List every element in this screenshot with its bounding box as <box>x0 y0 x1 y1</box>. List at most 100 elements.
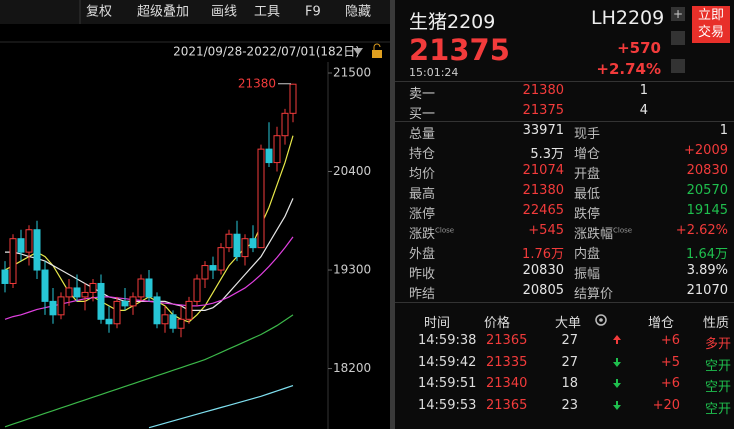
toolbar-button[interactable]: 隐藏 <box>345 5 371 20</box>
stat-label: 结算价 <box>574 287 614 302</box>
stat-value: 1 <box>719 123 728 138</box>
edit-button[interactable] <box>671 59 685 73</box>
settings-icon[interactable] <box>594 313 608 327</box>
direction-arrow <box>613 400 621 410</box>
direction-arrow <box>613 400 621 410</box>
stat-label: 开盘 <box>574 167 601 182</box>
separator <box>395 302 734 303</box>
candle-body <box>33 229 41 271</box>
stat-label: 持仓 <box>409 147 436 162</box>
stat-value: 33971 <box>522 123 564 138</box>
divider <box>390 0 395 429</box>
separator <box>395 121 734 122</box>
settings-icon <box>599 318 603 322</box>
direction-arrow <box>613 379 621 388</box>
toolbar-button[interactable]: 复权 <box>86 4 112 20</box>
candle-body <box>25 229 33 253</box>
orderbook-price: 21380 <box>522 83 564 98</box>
lock-icon[interactable] <box>372 50 382 58</box>
candle-body <box>209 265 217 271</box>
stat-value: 21074 <box>522 163 564 178</box>
direction-arrow <box>613 357 621 367</box>
trades-header: 价格 <box>484 316 511 331</box>
toolbar-button[interactable]: 工具 <box>254 5 280 20</box>
trade-price: 21340 <box>486 376 528 391</box>
trade-change: +6 <box>660 333 680 348</box>
toolbar-button[interactable]: 超级叠加 <box>137 5 189 20</box>
add-button[interactable]: + <box>671 7 685 21</box>
stat-label-sup: Close <box>613 226 633 235</box>
y-tick-label: 20400 <box>333 164 371 178</box>
trade-time: 14:59:53 <box>418 397 477 413</box>
plot-area <box>1 83 297 429</box>
orderbook-price: 21375 <box>522 103 564 118</box>
candle-body <box>249 238 257 249</box>
orderbook-label: 买一 <box>409 107 436 122</box>
y-tick-label: 21500 <box>333 66 371 80</box>
candle-body <box>65 287 73 298</box>
candle-body <box>137 278 145 298</box>
toolbar-button[interactable]: 画线 <box>211 5 237 20</box>
stat-value: 22465 <box>522 203 564 218</box>
candle-body <box>49 300 57 316</box>
candle-body <box>121 300 129 307</box>
candle-body <box>89 282 97 293</box>
stat-value: 20830 <box>522 263 564 278</box>
stat-value: 20570 <box>686 183 728 198</box>
orderbook-label: 卖一 <box>409 87 436 102</box>
candle-body <box>201 265 209 280</box>
alert-button[interactable] <box>671 31 685 45</box>
candle-body <box>17 238 25 253</box>
stat-label: 跌停 <box>574 207 601 222</box>
stat-label: 昨收 <box>409 267 436 282</box>
trade-volume: 18 <box>561 376 578 391</box>
trade-price: 21365 <box>486 397 528 413</box>
stat-value: 1.76万 <box>522 247 564 262</box>
trades-header: 时间 <box>424 316 451 331</box>
trade-nature: 空开 <box>704 380 731 395</box>
change-pct: +2.74% <box>596 60 661 78</box>
high-label: 21380 <box>238 76 276 90</box>
stat-value: 20805 <box>522 283 564 298</box>
candle-body <box>41 269 49 302</box>
candle-body <box>265 148 273 164</box>
contract-name: 生猪2209 <box>409 11 496 33</box>
candle-body <box>241 238 249 258</box>
stat-value: 5.3万 <box>530 147 564 162</box>
toolbar-button[interactable]: F9 <box>305 5 321 20</box>
candle-body <box>1 269 9 284</box>
trade-time: 14:59:42 <box>418 354 477 370</box>
candle-body <box>153 296 161 325</box>
settings-icon <box>595 314 607 326</box>
trade-nature: 空开 <box>704 358 731 374</box>
candle-body <box>73 287 81 298</box>
trades-header: 增仓 <box>648 316 675 331</box>
contract-code: LH2209 <box>591 7 665 29</box>
candle-body <box>81 291 89 298</box>
stat-label: 涨跌Close <box>409 226 455 242</box>
candle-body <box>113 300 121 325</box>
candle-body <box>281 112 289 137</box>
trades-header: 性质 <box>703 316 730 331</box>
stat-value: 19145 <box>686 203 728 218</box>
candle-body <box>57 296 65 316</box>
candle-body <box>257 148 265 249</box>
candle-body <box>177 318 185 329</box>
candle-body <box>225 233 233 249</box>
direction-arrow <box>613 335 621 344</box>
chart: 2021/09/28-2022/07/01(182日) 复权 超级叠加 画线 工具 F9… <box>0 0 390 429</box>
date-range[interactable]: 2021/09/28-2022/07/01(182日) <box>173 45 360 59</box>
stat-label: 最低 <box>574 187 601 202</box>
trade-price: 21365 <box>486 333 528 348</box>
trades-header: 大单 <box>555 316 582 331</box>
y-tick-label: 19300 <box>333 263 371 277</box>
trade-time: 14:59:38 <box>418 333 477 348</box>
trade-button[interactable]: 立即交易 <box>692 6 730 43</box>
moving-average <box>148 384 294 429</box>
trade-price: 21335 <box>486 354 528 370</box>
dropdown-icon[interactable] <box>353 48 363 55</box>
y-tick-label: 18200 <box>333 361 371 375</box>
stat-label: 涨跌幅Close <box>574 226 633 242</box>
stat-label: 涨停 <box>409 207 436 222</box>
trade-change: +20 <box>652 397 680 413</box>
